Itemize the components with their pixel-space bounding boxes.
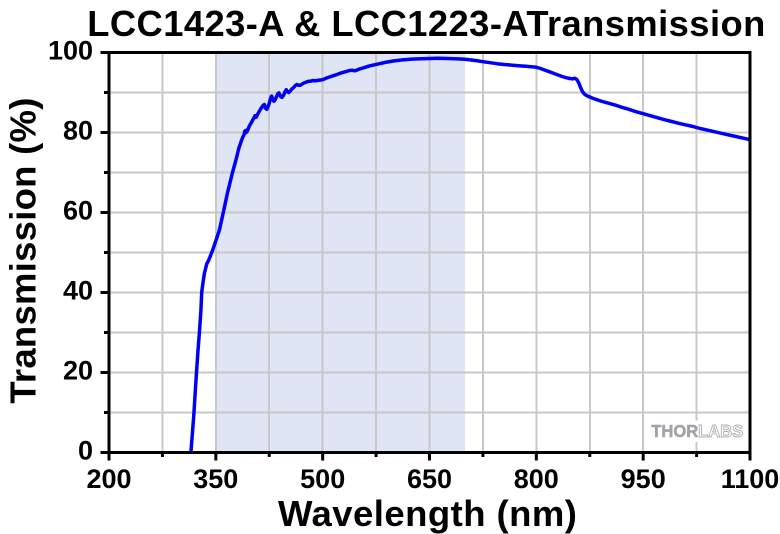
svg-text:Transmission (%): Transmission (%) <box>3 97 44 403</box>
svg-text:950: 950 <box>621 464 666 494</box>
svg-text:500: 500 <box>300 464 345 494</box>
svg-text:200: 200 <box>86 464 131 494</box>
svg-text:40: 40 <box>63 276 93 306</box>
svg-text:800: 800 <box>514 464 559 494</box>
svg-text:0: 0 <box>78 436 93 466</box>
svg-text:20: 20 <box>63 356 93 386</box>
svg-text:LCC1423-A & LCC1223-ATransmiss: LCC1423-A & LCC1223-ATransmission <box>87 3 765 44</box>
svg-text:100: 100 <box>48 36 93 66</box>
svg-text:60: 60 <box>63 196 93 226</box>
svg-text:THORLABS: THORLABS <box>651 420 743 441</box>
svg-text:Wavelength (nm): Wavelength (nm) <box>278 493 577 534</box>
svg-text:1100: 1100 <box>721 464 780 494</box>
svg-text:650: 650 <box>407 464 452 494</box>
svg-text:80: 80 <box>63 116 93 146</box>
svg-text:350: 350 <box>193 464 238 494</box>
